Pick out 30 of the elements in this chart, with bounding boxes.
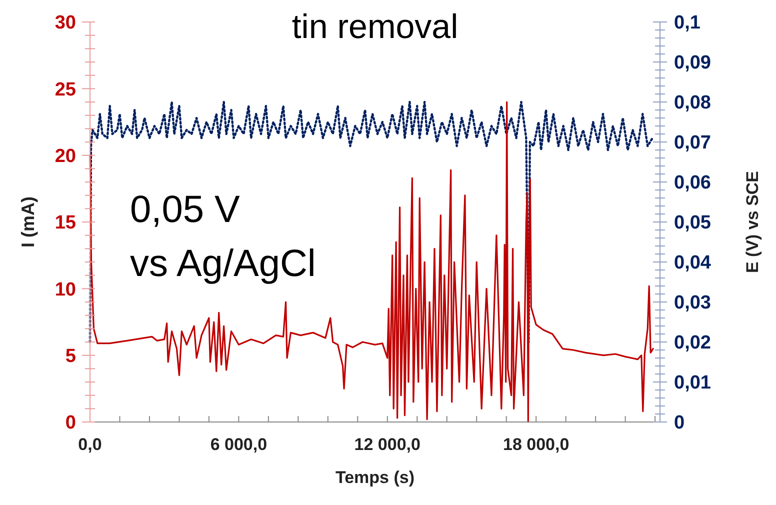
chart-title: tin removal bbox=[292, 8, 458, 46]
line-series bbox=[89, 101, 654, 423]
y-tick-label: 0 bbox=[65, 412, 76, 434]
x-tick-label: 6 000,0 bbox=[210, 435, 268, 454]
y2-tick-label: 0,01 bbox=[674, 372, 712, 394]
x-tick-label: 0,0 bbox=[78, 435, 102, 454]
y2-tick-label: 0,07 bbox=[674, 132, 711, 154]
y-tick-label: 15 bbox=[54, 212, 76, 234]
y2-tick-label: 0,1 bbox=[674, 12, 701, 34]
annotation: 0,05 V bbox=[130, 189, 241, 231]
x-axis-title: Temps (s) bbox=[335, 468, 415, 487]
y2-tick-label: 0,05 bbox=[674, 212, 712, 234]
y-tick-label: 30 bbox=[54, 12, 76, 34]
y2-axis-title: E (V) vs SCE bbox=[743, 170, 762, 274]
x-tick-label: 12 000,0 bbox=[354, 435, 420, 454]
y-axis-title: I (mA) bbox=[18, 196, 38, 248]
annotation: vs Ag/AgCl bbox=[130, 243, 316, 285]
y-tick-label: 5 bbox=[65, 346, 76, 367]
y2-tick-label: 0,03 bbox=[674, 292, 711, 314]
line-series bbox=[88, 100, 654, 344]
y2-tick-label: 0,06 bbox=[674, 172, 711, 194]
y2-tick-label: 0,08 bbox=[674, 92, 711, 114]
y-tick-label: 20 bbox=[54, 146, 76, 167]
y-tick-label: 10 bbox=[54, 279, 76, 300]
y-tick-label: 25 bbox=[54, 79, 76, 100]
y2-tick-label: 0,02 bbox=[674, 332, 711, 354]
y2-tick-label: 0,09 bbox=[674, 52, 711, 74]
y2-tick-label: 0 bbox=[674, 412, 685, 434]
y2-tick-label: 0,04 bbox=[674, 252, 712, 274]
x-tick-label: 18 000,0 bbox=[502, 435, 570, 454]
